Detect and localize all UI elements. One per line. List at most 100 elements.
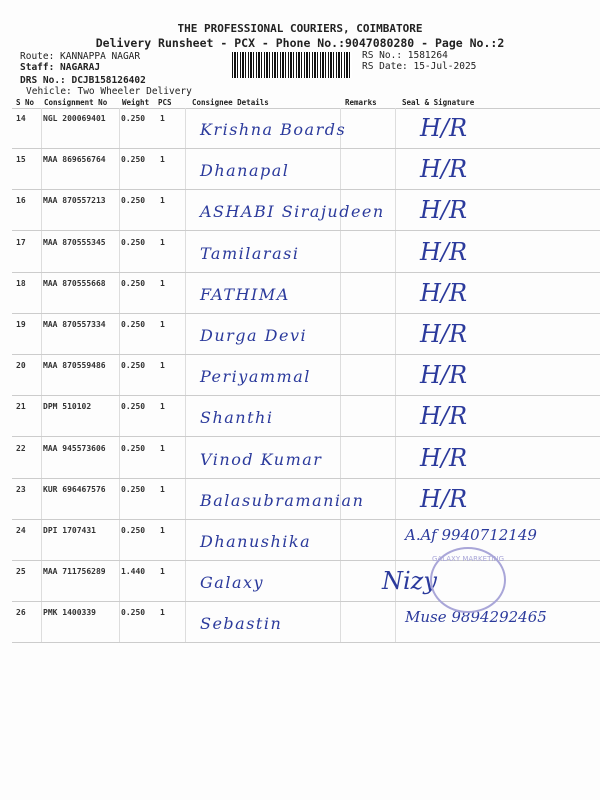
- staff: Staff: NAGARAJ: [20, 62, 101, 73]
- row-consignee-handwritten: Periyammal: [200, 367, 311, 387]
- row-consignee-handwritten: Shanthi: [200, 408, 274, 428]
- row-consignment-no: MAA 870557213: [43, 196, 106, 206]
- row-weight: 0.250: [121, 361, 146, 371]
- row-sno: 23: [16, 484, 26, 494]
- row-sno: 26: [16, 608, 26, 618]
- row-weight: 0.250: [121, 237, 146, 247]
- row-consignment-no: PMK 1400339: [43, 608, 96, 618]
- row-pcs: 1: [160, 114, 165, 123]
- row-pcs: 1: [160, 526, 165, 535]
- row-consignment-no: MAA 870555668: [43, 278, 106, 288]
- row-signature: H/R: [420, 443, 468, 472]
- col-consignee: Consignee Details: [192, 98, 269, 107]
- row-sno: 19: [16, 320, 26, 329]
- row-signature: H/R: [420, 484, 468, 513]
- row-divider: [12, 477, 600, 479]
- row-pcs: 1: [160, 443, 165, 453]
- row-pcs: 1: [160, 320, 165, 329]
- drs-number: DRS No.: DCJB158126402: [20, 75, 146, 86]
- col-remarks: Remarks: [345, 98, 377, 107]
- row-sno: 22: [16, 443, 26, 453]
- row-weight: 0.250: [121, 278, 146, 288]
- row-pcs: 1: [160, 567, 165, 577]
- row-consignee-handwritten: Durga Devi: [200, 326, 308, 345]
- barcode: [232, 52, 352, 78]
- divider: [395, 108, 396, 643]
- row-consignee-handwritten: Krishna Boards: [200, 120, 347, 139]
- divider: [340, 108, 341, 643]
- row-divider: [12, 271, 600, 273]
- row-pcs: 1: [160, 155, 165, 165]
- row-consignee-handwritten: FATHIMA: [200, 284, 290, 304]
- row-divider: [12, 230, 600, 232]
- row-consignee-handwritten: Balasubramanian: [200, 490, 365, 510]
- row-signature: Muse 9894292465: [405, 608, 547, 627]
- row-pcs: 1: [160, 608, 165, 618]
- row-sno: 14: [16, 114, 26, 123]
- row-divider: [12, 189, 600, 191]
- runsheet-subtitle: Delivery Runsheet - PCX - Phone No.:9047…: [95, 36, 505, 50]
- row-weight: 0.250: [121, 196, 146, 206]
- row-sno: 18: [16, 278, 26, 288]
- row-weight: 0.250: [121, 484, 146, 494]
- row-signature: H/R: [420, 155, 468, 184]
- row-consignment-no: MAA 870559486: [43, 361, 106, 371]
- row-pcs: 1: [160, 278, 165, 288]
- row-weight: 0.250: [121, 402, 146, 412]
- col-pcs: PCS: [158, 98, 172, 107]
- row-weight: 0.250: [121, 608, 146, 618]
- company-title: THE PROFESSIONAL COURIERS, COIMBATORE: [177, 22, 423, 35]
- divider: [185, 108, 186, 643]
- row-divider: [12, 436, 600, 438]
- company-stamp: GALAXY MARKETING: [430, 547, 506, 613]
- row-consignment-no: MAA 870557334: [43, 320, 106, 329]
- rs-date: RS Date: 15-Jul-2025: [362, 61, 477, 72]
- row-pcs: 1: [160, 484, 165, 494]
- row-signature: A.Af 9940712149: [405, 526, 537, 544]
- row-weight: 0.250: [121, 526, 146, 535]
- row-pcs: 1: [160, 402, 165, 412]
- row-consignee-handwritten: Vinod Kumar: [200, 449, 323, 469]
- row-consignment-no: KUR 696467576: [43, 484, 106, 494]
- row-consignment-no: MAA 945573606: [43, 443, 106, 453]
- row-pcs: 1: [160, 361, 165, 371]
- stamp-text: GALAXY MARKETING: [432, 555, 505, 563]
- row-divider: [12, 312, 600, 314]
- row-pcs: 1: [160, 196, 165, 206]
- divider: [41, 108, 42, 643]
- row-signature: H/R: [420, 237, 468, 266]
- row-consignment-no: DPM 510102: [43, 402, 92, 412]
- col-weight: Weight: [122, 98, 150, 107]
- divider: [12, 108, 600, 109]
- row-sno: 17: [16, 237, 26, 247]
- row-sno: 25: [16, 567, 26, 577]
- row-divider: [12, 148, 600, 149]
- row-consignee-handwritten: Galaxy: [200, 573, 265, 593]
- row-consignment-no: MAA 711756289: [43, 567, 106, 577]
- row-divider: [12, 601, 600, 603]
- vehicle: Vehicle: Two Wheeler Delivery: [26, 86, 192, 97]
- row-signature: H/R: [420, 114, 468, 142]
- row-signature: Nizy: [382, 567, 437, 596]
- row-consignee-handwritten: Dhanapal: [200, 161, 290, 181]
- row-sno: 21: [16, 402, 26, 412]
- col-consignment: Consignment No: [44, 98, 108, 107]
- row-signature: H/R: [420, 402, 468, 431]
- row-consignment-no: MAA 870555345: [43, 237, 106, 247]
- row-consignment-no: MAA 869656764: [43, 155, 106, 165]
- row-weight: 0.250: [121, 114, 146, 123]
- row-sno: 20: [16, 361, 26, 371]
- row-sno: 16: [16, 196, 26, 206]
- row-weight: 1.440: [121, 567, 146, 577]
- row-signature: H/R: [420, 278, 468, 307]
- row-weight: 0.250: [121, 443, 146, 453]
- row-weight: 0.250: [121, 320, 146, 329]
- row-divider: [12, 560, 600, 561]
- row-consignee-handwritten: Sebastin: [200, 614, 283, 634]
- row-pcs: 1: [160, 237, 165, 247]
- col-signature: Seal & Signature: [402, 98, 475, 107]
- divider: [119, 108, 120, 643]
- row-signature: H/R: [420, 320, 468, 348]
- row-divider: [12, 354, 600, 355]
- row-weight: 0.250: [121, 155, 146, 165]
